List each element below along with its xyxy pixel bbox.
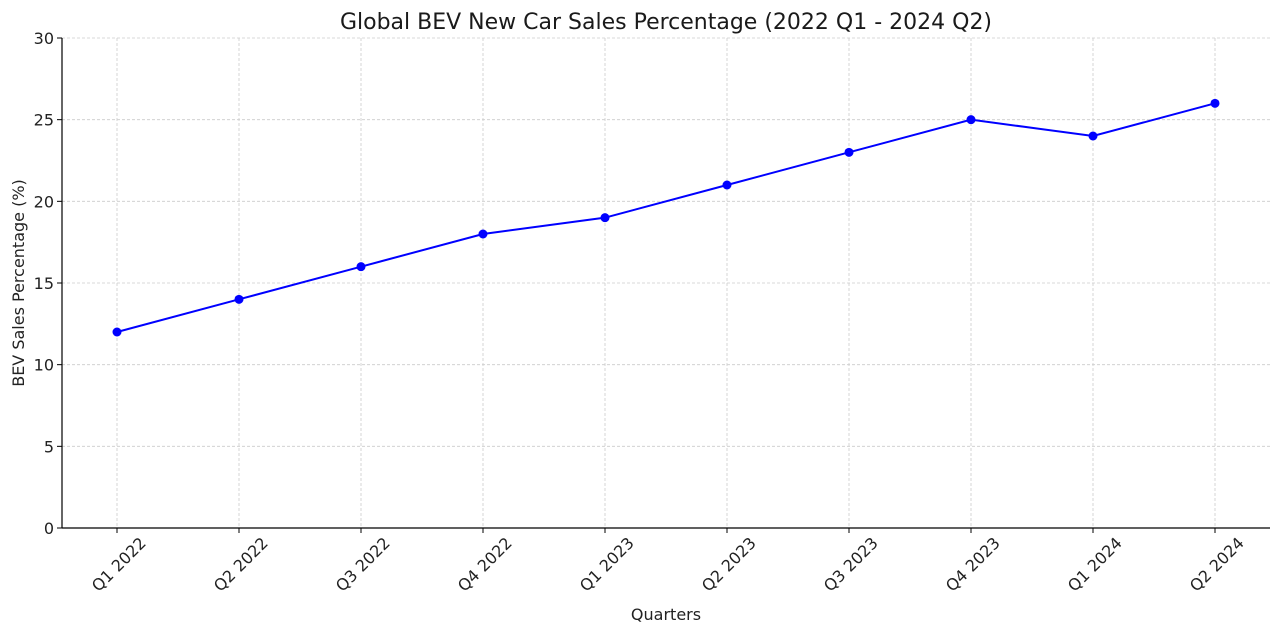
y-tick-label: 20 [34,192,54,211]
chart-title: Global BEV New Car Sales Percentage (202… [340,10,992,35]
data-point-marker [356,262,366,272]
series-line [116,102,1216,333]
x-tick-label: Q1 2022 [88,533,150,595]
x-tick-label: Q3 2023 [820,533,882,595]
x-tick-label: Q2 2023 [698,533,760,595]
data-point-marker [1210,98,1220,108]
y-tick-label: 5 [44,437,54,456]
grid-lines [62,37,1270,529]
y-tick-label: 15 [34,274,54,293]
data-series [112,98,1220,337]
x-tick-label: Q4 2022 [454,533,516,595]
x-tick-label: Q3 2022 [332,533,394,595]
x-tick-label: Q1 2023 [576,533,638,595]
y-tick-label: 30 [34,29,54,48]
y-tick-label: 0 [44,519,54,538]
data-point-marker [478,229,488,239]
data-point-marker [966,115,976,125]
y-tick-label: 10 [34,356,54,375]
data-point-marker [1088,131,1098,141]
data-point-marker [112,327,122,337]
x-tick-label: Q1 2024 [1064,533,1126,595]
x-axis-ticks: Q1 2022 Q2 2022 Q3 2022 Q4 2022 Q1 2023 Q2 20… [88,528,1248,595]
x-tick-label: Q4 2023 [942,533,1004,595]
y-axis-label: BEV Sales Percentage (%) [9,179,28,387]
x-axis-label: Quarters [631,605,701,624]
x-tick-label: Q2 2024 [1186,533,1248,595]
x-tick-label: Q2 2022 [210,533,272,595]
y-tick-label: 25 [34,111,54,130]
data-point-marker [722,180,732,190]
data-point-marker [600,213,610,223]
data-point-marker [234,294,244,304]
y-axis-ticks: 0 5 10 15 20 25 30 [34,29,62,538]
data-point-marker [844,147,854,157]
